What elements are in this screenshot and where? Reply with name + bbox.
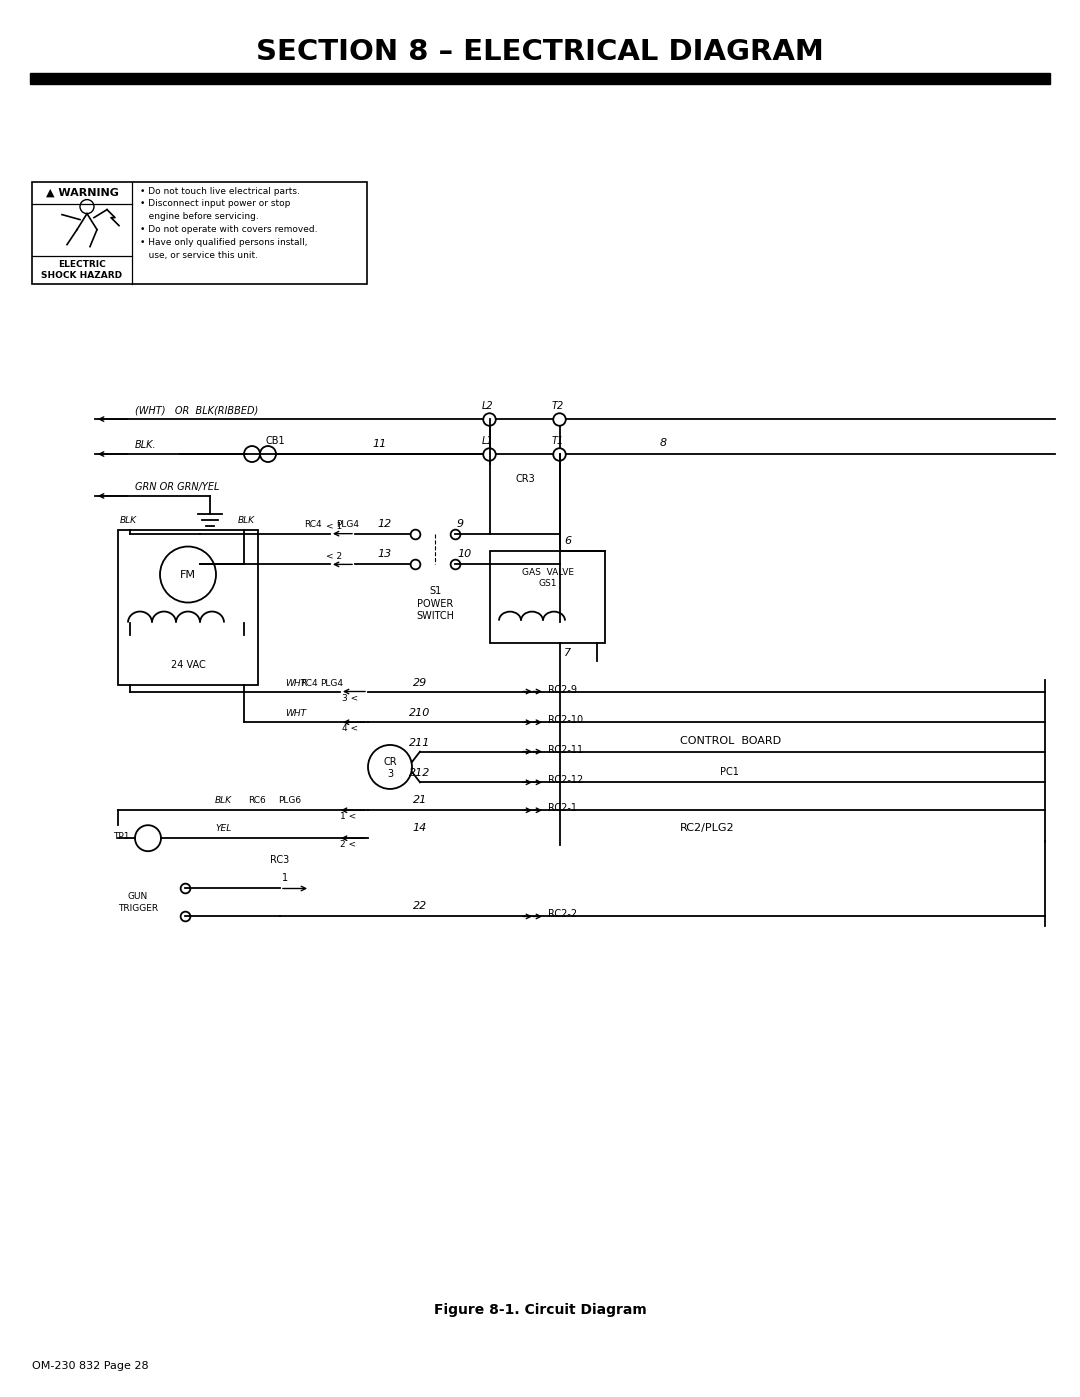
Text: PLG6: PLG6 <box>278 796 301 805</box>
Text: RC4: RC4 <box>300 679 318 687</box>
Text: PLG4: PLG4 <box>320 679 343 687</box>
Text: RC2-11: RC2-11 <box>548 745 583 754</box>
Text: 4 <: 4 < <box>342 724 359 733</box>
Text: 22: 22 <box>413 901 427 911</box>
Text: 3: 3 <box>387 768 393 780</box>
Text: 210: 210 <box>409 708 431 718</box>
Text: GRN OR GRN/YEL: GRN OR GRN/YEL <box>135 482 219 492</box>
Text: CR: CR <box>383 757 396 767</box>
Text: L2: L2 <box>482 401 494 411</box>
Text: BLK: BLK <box>120 515 136 524</box>
Text: RC2-1: RC2-1 <box>548 803 577 813</box>
Text: BLK.: BLK. <box>135 440 157 450</box>
Text: ▲ WARNING: ▲ WARNING <box>45 187 119 197</box>
Text: 11: 11 <box>373 439 387 448</box>
Text: < 1: < 1 <box>326 521 342 531</box>
Text: YEL: YEL <box>215 824 231 833</box>
Text: TP1: TP1 <box>113 831 130 841</box>
Text: Figure 8-1. Circuit Diagram: Figure 8-1. Circuit Diagram <box>434 1303 646 1317</box>
Text: 24 VAC: 24 VAC <box>171 659 205 669</box>
Text: 13: 13 <box>378 549 392 559</box>
Text: 1 <: 1 < <box>340 812 356 821</box>
Text: 1: 1 <box>282 873 288 883</box>
Text: CONTROL  BOARD: CONTROL BOARD <box>680 736 781 746</box>
Text: 10: 10 <box>457 549 471 559</box>
Text: S1
POWER
SWITCH: S1 POWER SWITCH <box>416 587 454 622</box>
Text: L1: L1 <box>482 436 494 446</box>
Text: FM: FM <box>180 570 195 580</box>
Text: ELECTRIC
SHOCK HAZARD: ELECTRIC SHOCK HAZARD <box>41 260 122 279</box>
Text: 29: 29 <box>413 678 427 687</box>
Text: 3 <: 3 < <box>342 693 359 703</box>
Bar <box>118 529 258 685</box>
Text: T2: T2 <box>552 401 564 411</box>
Text: WHT: WHT <box>285 710 306 718</box>
Text: 14: 14 <box>413 823 427 833</box>
Text: CB1: CB1 <box>265 436 285 446</box>
Text: PC1: PC1 <box>720 767 739 777</box>
Text: WHT: WHT <box>285 679 306 687</box>
Text: RC2/PLG2: RC2/PLG2 <box>680 823 734 833</box>
Text: 212: 212 <box>409 768 431 778</box>
Text: RC4: RC4 <box>305 520 322 528</box>
Bar <box>32 182 367 284</box>
Text: 12: 12 <box>378 518 392 528</box>
Text: 211: 211 <box>409 738 431 747</box>
Text: RC2-10: RC2-10 <box>548 715 583 725</box>
Text: GUN
TRIGGER: GUN TRIGGER <box>118 893 158 912</box>
Text: OM-230 832 Page 28: OM-230 832 Page 28 <box>32 1361 149 1372</box>
Text: 7: 7 <box>564 648 571 658</box>
Text: T1: T1 <box>552 436 564 446</box>
Text: RC2-12: RC2-12 <box>548 775 583 785</box>
Text: (WHT)   OR  BLK(RIBBED): (WHT) OR BLK(RIBBED) <box>135 405 258 415</box>
Text: BLK: BLK <box>215 796 232 805</box>
Text: < 2: < 2 <box>326 552 342 562</box>
Text: PLG4: PLG4 <box>336 520 359 528</box>
Text: RC6: RC6 <box>248 796 266 805</box>
Text: SECTION 8 – ELECTRICAL DIAGRAM: SECTION 8 – ELECTRICAL DIAGRAM <box>256 38 824 66</box>
Text: 9: 9 <box>457 518 464 528</box>
Bar <box>490 550 605 643</box>
Text: 6: 6 <box>564 535 571 546</box>
Text: 21: 21 <box>413 795 427 805</box>
Text: GAS  VALVE
GS1: GAS VALVE GS1 <box>522 569 573 588</box>
Text: 2 <: 2 < <box>340 840 356 849</box>
Text: RC2-9: RC2-9 <box>548 685 577 694</box>
Text: RC2-2: RC2-2 <box>548 909 577 919</box>
Text: 8: 8 <box>660 439 667 448</box>
Text: CR3: CR3 <box>515 474 535 483</box>
Text: • Do not touch live electrical parts.
• Disconnect input power or stop
   engine: • Do not touch live electrical parts. • … <box>140 187 318 260</box>
Text: BLK: BLK <box>238 515 255 524</box>
Bar <box>30 73 1050 84</box>
Text: RC3: RC3 <box>270 855 289 865</box>
